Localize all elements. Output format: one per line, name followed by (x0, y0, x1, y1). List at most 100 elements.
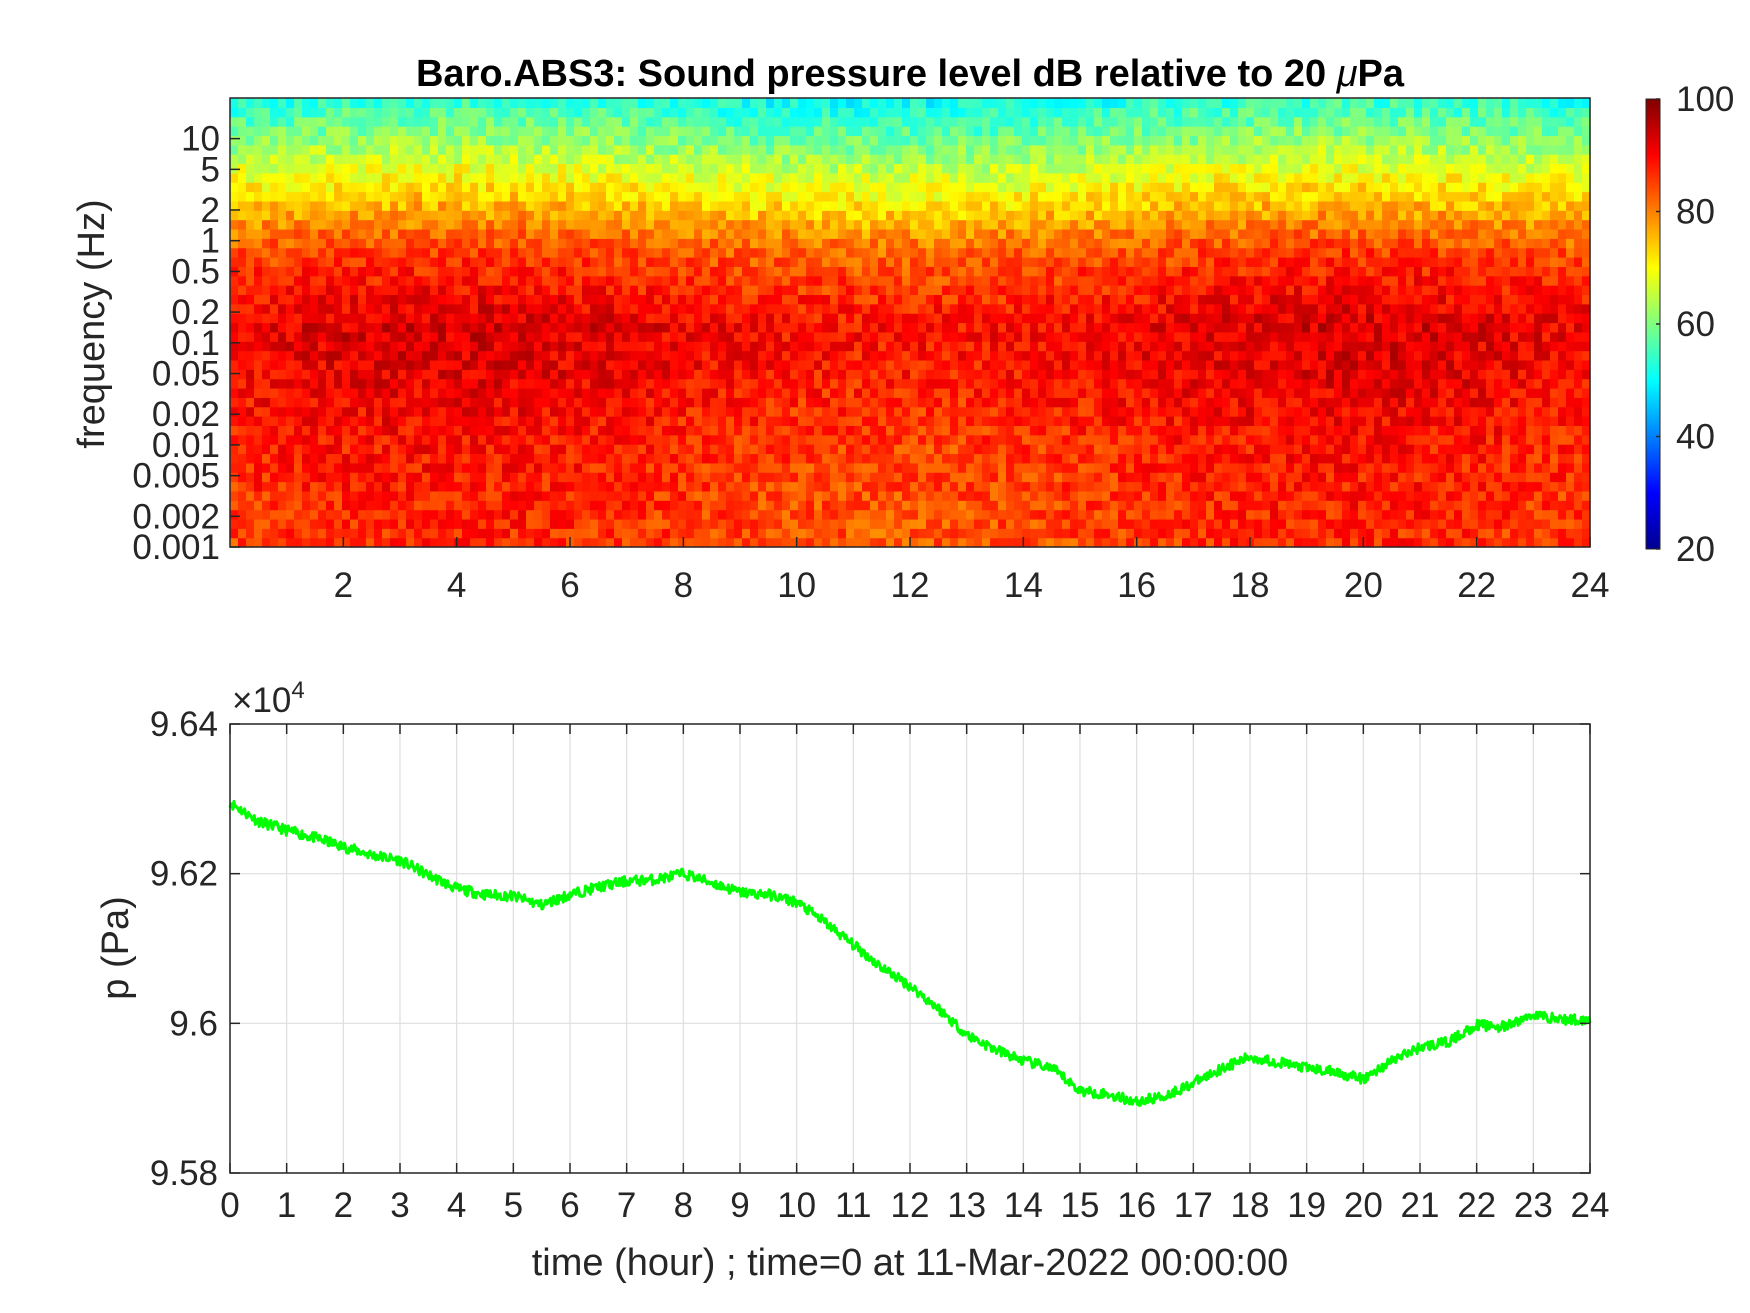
spectrogram-cell (1094, 453, 1103, 464)
spectrogram-cell (574, 350, 583, 361)
spectrogram-cell (518, 425, 527, 436)
spectrogram-cell (398, 472, 407, 483)
spectrogram-cell (1486, 425, 1495, 436)
spectrogram-cell (1326, 434, 1335, 445)
spectrogram-cell (334, 416, 343, 426)
spectrogram-cell (1270, 453, 1279, 464)
spectrogram-cell (446, 285, 455, 296)
spectrogram-cell (982, 406, 991, 417)
spectrogram-cell (278, 434, 287, 445)
spectrogram-cell (1558, 378, 1567, 389)
spectrogram-cell (1542, 322, 1551, 333)
spectrogram-cell (878, 518, 887, 529)
spectrogram-cell (374, 275, 383, 286)
spectrogram-cell (694, 331, 703, 342)
spectrogram-cell (766, 378, 775, 389)
spectrogram-cell (1118, 528, 1127, 539)
spectrogram-cell (1558, 462, 1567, 473)
spectrogram-cell (1470, 500, 1479, 511)
spectrogram-cell (446, 434, 455, 445)
spectrogram-cell (606, 313, 615, 324)
spectrogram-cell (1086, 434, 1095, 445)
spectrogram-cell (798, 341, 807, 352)
spectrogram-cell (1166, 425, 1175, 436)
spectrogram-cell (446, 397, 455, 408)
spectrogram-cell (694, 500, 703, 511)
spectrogram-cell (702, 378, 711, 389)
spectrogram-cell (1062, 303, 1071, 314)
spectrogram-cell (1502, 490, 1511, 501)
spectrogram-cell (1038, 397, 1047, 408)
spectrogram-cell (694, 453, 703, 464)
spectrogram-cell (926, 416, 935, 426)
spectrogram-cell (1158, 509, 1167, 520)
spectrogram-cell (1078, 331, 1087, 342)
spectrogram-cell (1270, 350, 1279, 361)
spectrogram-cell (1254, 275, 1263, 286)
spectrogram-cell (1198, 378, 1207, 389)
spectrogram-cell (398, 378, 407, 389)
spectrogram-cell (1014, 378, 1023, 389)
spectrogram-cell (478, 397, 487, 408)
spectrogram-cell (1478, 425, 1487, 436)
spectrogram-cell (1534, 481, 1543, 492)
spectrogram-cell (1262, 425, 1271, 436)
spectrogram-cell (870, 397, 879, 408)
spectrogram-cell (1214, 500, 1223, 511)
spectrogram-cell (478, 537, 487, 548)
spectrogram-cell (1438, 434, 1447, 445)
spectrogram-cell (998, 500, 1007, 511)
spectrogram-cell (670, 462, 679, 473)
spectrogram-cell (1222, 434, 1231, 445)
spectrogram-cell (1526, 322, 1535, 333)
spectrogram-cell (1470, 341, 1479, 352)
spectrogram-cell (438, 509, 447, 520)
spectrogram-cell (358, 359, 367, 370)
spectrogram-cell (758, 350, 767, 361)
spectrogram-cell (638, 490, 647, 501)
spectrogram-cell (1574, 462, 1583, 473)
spectrogram-cell (526, 322, 535, 333)
spectrogram-cell (1310, 406, 1319, 417)
spectrogram-cell (1518, 462, 1527, 473)
spectrogram-cell (1582, 472, 1591, 483)
spectrogram-cell (438, 528, 447, 539)
spectrogram-cell (270, 444, 279, 455)
spectrogram-cell (742, 444, 751, 455)
spectrogram-cell (1518, 322, 1527, 333)
spectrogram-cell (774, 397, 783, 408)
spectrogram-cell (1070, 434, 1079, 445)
spectrogram-cell (766, 416, 775, 426)
spectrogram-cell (1366, 341, 1375, 352)
spectrogram-cell (926, 341, 935, 352)
spectrogram-cell (1366, 322, 1375, 333)
spectrogram-cell (390, 369, 399, 380)
spectrogram-cell (398, 528, 407, 539)
spectrogram-cell (1454, 490, 1463, 501)
spectrogram-cell (494, 303, 503, 314)
spectrogram-cell (1078, 378, 1087, 389)
spectrogram-cell (462, 425, 471, 436)
spectrogram-cell (726, 416, 735, 426)
spectrogram-cell (918, 462, 927, 473)
spectrogram-cell (1166, 406, 1175, 417)
spectrogram-cell (382, 369, 391, 380)
spectrogram-cell (278, 397, 287, 408)
spectrogram-cell (1246, 322, 1255, 333)
spectrogram-cell (302, 462, 311, 473)
spectrogram-cell (942, 275, 951, 286)
spectrogram-cell (1326, 275, 1335, 286)
spectrogram-cell (254, 387, 263, 398)
spectrogram-cell (270, 387, 279, 398)
spectrogram-cell (702, 359, 711, 370)
spectrogram-cell (510, 444, 519, 455)
spectrogram-cell (1022, 444, 1031, 455)
spectrogram-cell (782, 275, 791, 286)
spectrogram-cell (526, 500, 535, 511)
spectrogram-cell (374, 528, 383, 539)
spectrogram-cell (246, 472, 255, 483)
spectrogram-cell (438, 453, 447, 464)
spectrogram-cell (1582, 416, 1591, 426)
spectrogram-cell (382, 537, 391, 548)
spectrogram-cell (1086, 378, 1095, 389)
